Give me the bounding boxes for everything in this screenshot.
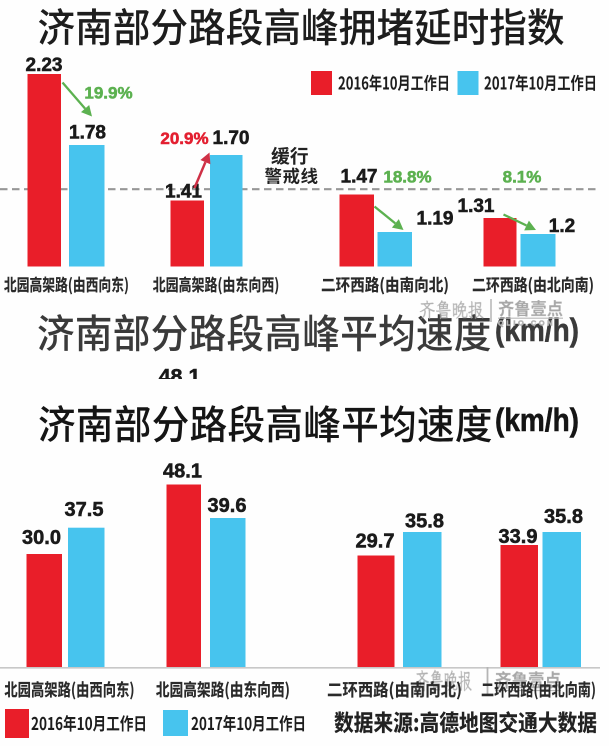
svg-text:1.19: 1.19 xyxy=(417,209,454,230)
svg-text:29.7: 29.7 xyxy=(356,531,395,553)
svg-text:30.0: 30.0 xyxy=(22,527,61,549)
svg-text:39.6: 39.6 xyxy=(208,495,247,517)
svg-text:1.78: 1.78 xyxy=(69,123,106,144)
svg-text:19.9%: 19.9% xyxy=(84,84,132,103)
svg-text:1.70: 1.70 xyxy=(213,128,250,149)
svg-text:35.8: 35.8 xyxy=(544,506,583,528)
svg-text:48.1: 48.1 xyxy=(159,364,201,388)
svg-text:8.1%: 8.1% xyxy=(503,168,542,187)
svg-text:QLIO.CON: QLIO.CON xyxy=(498,319,555,328)
svg-text:48.1: 48.1 xyxy=(163,461,202,483)
svg-text:(km/h): (km/h) xyxy=(495,312,579,348)
svg-text:18.8%: 18.8% xyxy=(383,168,431,187)
svg-text:20.9%: 20.9% xyxy=(160,129,208,148)
svg-text:1.2: 1.2 xyxy=(549,216,575,237)
svg-text:33.9: 33.9 xyxy=(499,526,538,548)
svg-text:(km/h): (km/h) xyxy=(495,402,579,438)
svg-text:1.31: 1.31 xyxy=(458,196,495,217)
svg-text:1.47: 1.47 xyxy=(341,167,378,188)
svg-text:37.5: 37.5 xyxy=(65,499,104,521)
svg-text:1.41: 1.41 xyxy=(165,182,202,203)
svg-text:35.8: 35.8 xyxy=(405,511,444,533)
svg-text:2.23: 2.23 xyxy=(26,55,63,76)
